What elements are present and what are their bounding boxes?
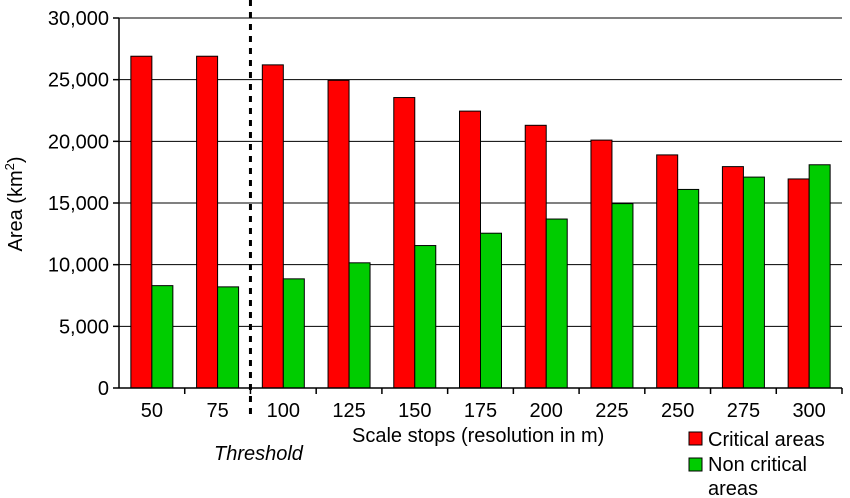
legend-label-non-critical-line2: areas xyxy=(708,478,758,498)
y-axis-title: Area (km2) xyxy=(2,156,27,251)
legend: Critical areas Non critical areas xyxy=(688,429,825,498)
legend-swatch-non-critical xyxy=(688,457,703,472)
y-tick-label: 10,000 xyxy=(48,255,109,277)
x-tick-label: 225 xyxy=(595,400,628,422)
x-tick-label: 250 xyxy=(661,400,694,422)
x-tick-label: 50 xyxy=(141,400,163,422)
x-axis-title: Scale stops (resolution in m) xyxy=(352,425,604,447)
bars xyxy=(130,55,831,389)
y-tick-labels: 0 5,000 10,000 15,000 20,000 25,000 30,000 xyxy=(48,8,119,400)
bar-critical-areas xyxy=(787,178,810,389)
y-tick-label: 30,000 xyxy=(48,8,109,30)
bar-non-critical-areas xyxy=(348,262,371,389)
bar-critical-areas xyxy=(590,139,613,389)
legend-label-non-critical: Non critical xyxy=(708,454,807,476)
bar-non-critical-areas xyxy=(414,245,437,389)
bar-non-critical-areas xyxy=(808,164,831,389)
bar-non-critical-areas xyxy=(545,218,568,389)
bar-critical-areas xyxy=(393,97,416,389)
bar-non-critical-areas xyxy=(480,232,502,389)
bar-critical-areas xyxy=(261,64,284,389)
threshold-annotation: Threshold xyxy=(214,443,304,465)
bar-non-critical-areas xyxy=(282,278,305,389)
x-tick-label: 125 xyxy=(332,400,365,422)
x-tick-label: 175 xyxy=(464,400,497,422)
y-tick-label: 0 xyxy=(98,378,109,400)
y-tick-label: 5,000 xyxy=(59,316,109,338)
bar-non-critical-areas xyxy=(217,286,240,389)
bar-critical-areas xyxy=(459,110,481,389)
y-tick-label: 15,000 xyxy=(48,193,109,215)
x-tick-label: 100 xyxy=(267,400,300,422)
bar-critical-areas xyxy=(327,79,350,389)
bar-non-critical-areas xyxy=(611,203,634,389)
legend-label-critical: Critical areas xyxy=(708,429,825,451)
x-tick-label: 200 xyxy=(530,400,563,422)
bar-critical-areas xyxy=(656,154,679,389)
y-tick-label: 20,000 xyxy=(48,131,109,153)
bar-critical-areas xyxy=(196,55,219,389)
x-tick-label: 300 xyxy=(792,400,825,422)
bar-critical-areas xyxy=(130,55,153,389)
y-tick-label: 25,000 xyxy=(48,70,109,92)
x-tick-label: 75 xyxy=(206,400,228,422)
x-tick-labels: 50 75 100 125 150 175 200 225 250 275 300 xyxy=(141,388,843,422)
bar-critical-areas xyxy=(721,166,744,389)
bar-critical-areas xyxy=(524,124,547,389)
bar-non-critical-areas xyxy=(151,285,174,389)
bar-non-critical-areas xyxy=(677,188,700,389)
bar-non-critical-areas xyxy=(742,176,765,389)
legend-swatch-critical xyxy=(688,431,703,446)
x-tick-label: 275 xyxy=(727,400,760,422)
x-tick-label: 150 xyxy=(398,400,431,422)
